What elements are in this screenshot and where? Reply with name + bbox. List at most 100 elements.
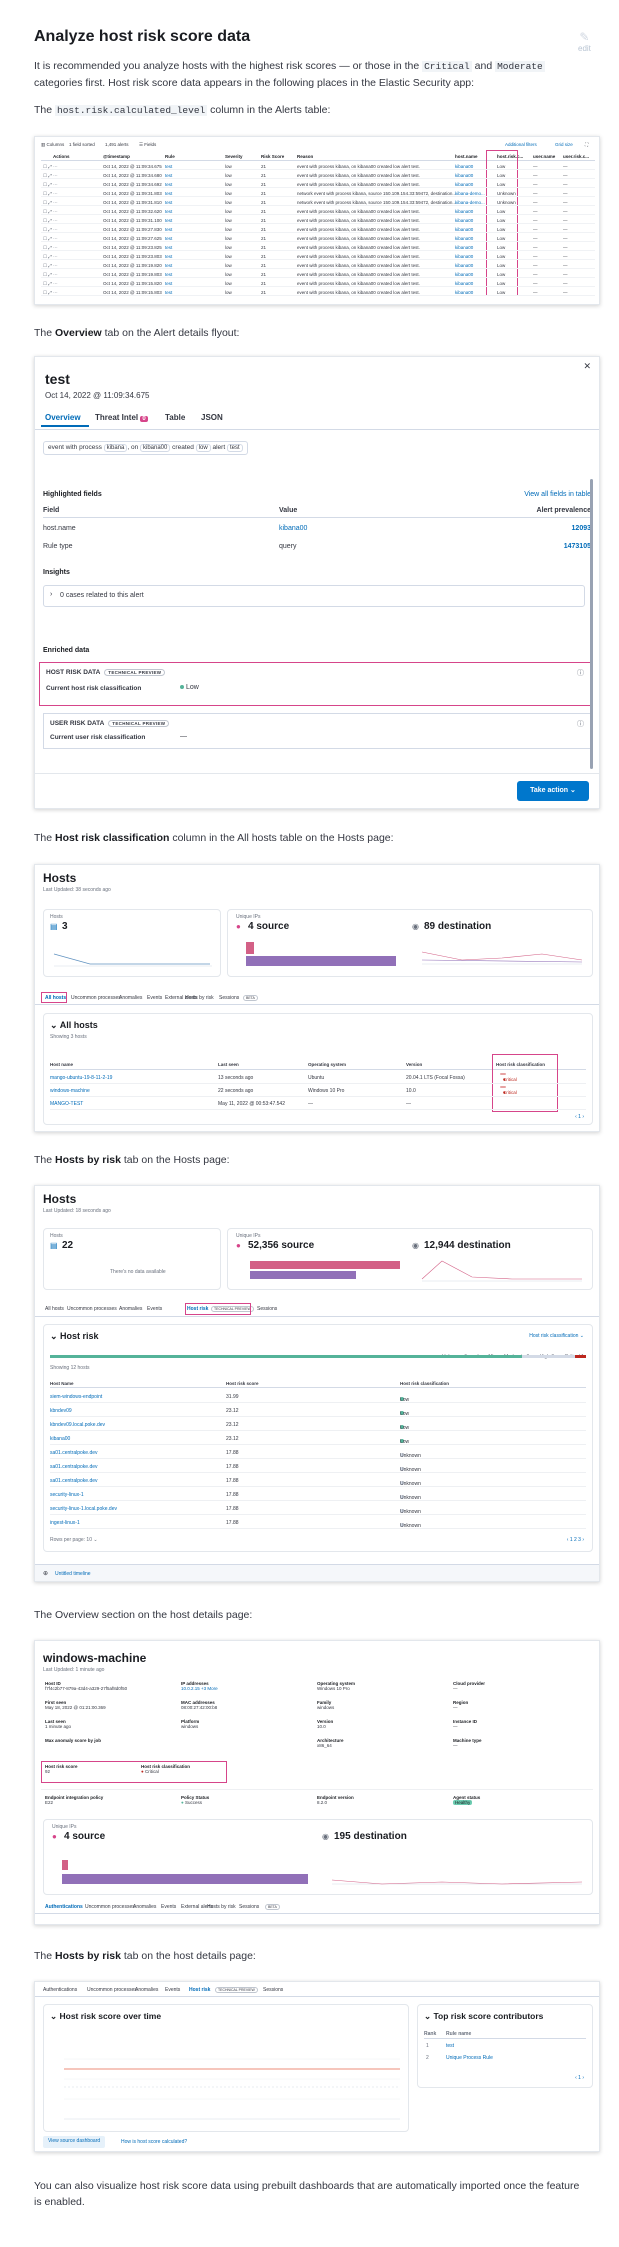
subtab-item[interactable]: Events (161, 1904, 177, 1910)
col-header[interactable]: @timestamp (103, 154, 130, 159)
col-header[interactable]: Rule (165, 154, 175, 159)
row-actions-icon[interactable]: ☐ ⤢ ⋯ (43, 281, 58, 286)
subtab-item[interactable]: Anomalies (119, 995, 143, 1001)
tab-json[interactable]: JSON (201, 413, 223, 422)
host-name-cell[interactable]: kibana00 (455, 227, 474, 232)
info-icon[interactable]: ⓘ (577, 721, 584, 728)
subtab-item[interactable]: External alerts (181, 1904, 213, 1910)
row-actions-icon[interactable]: ☐ ⤢ ⋯ (43, 272, 58, 277)
host-name-cell[interactable]: kibana-demo... (455, 200, 485, 205)
row-actions-icon[interactable]: ☐ ⤢ ⋯ (43, 173, 58, 178)
host-name-cell[interactable]: kibana00 (455, 272, 474, 277)
pagination[interactable]: ‹ 1 › (575, 1114, 584, 1120)
host-name-link[interactable]: MANGO-TEST (50, 1101, 84, 1107)
chevron-down-icon[interactable]: ⌄ (50, 2011, 60, 2021)
row-actions-icon[interactable]: ☐ ⤢ ⋯ (43, 245, 58, 250)
fullscreen-icon[interactable]: ⛶ (585, 142, 589, 147)
reason-rule-pill[interactable]: test (226, 444, 243, 452)
subtab-item[interactable]: Sessions (263, 1987, 284, 1993)
timeline-bar[interactable]: ⊕ Untitled timeline (35, 1564, 599, 1581)
subtab-item[interactable]: Uncommon processes (71, 995, 121, 1001)
subtab-item[interactable]: Events (147, 995, 163, 1001)
columns-button[interactable]: ▥ Columns (41, 142, 64, 148)
host-name-cell[interactable]: kibana00 (455, 164, 474, 169)
rule-name[interactable]: test (446, 2043, 455, 2049)
chevron-down-icon[interactable]: ⌄ (50, 1020, 60, 1030)
subtab-item[interactable]: Sessions (219, 995, 240, 1001)
rule-cell[interactable]: test (165, 281, 173, 286)
host-name-cell[interactable]: kibana-demo... (455, 191, 485, 196)
host-name-link[interactable]: sa01.centralpoke.dev (50, 1450, 98, 1456)
chevron-right-icon[interactable]: › (50, 591, 53, 598)
host-name-cell[interactable]: kibana00 (455, 254, 474, 259)
tab-threat-intel[interactable]: Threat Intel 0 (95, 413, 148, 422)
rule-cell[interactable]: test (165, 254, 173, 259)
host-name-cell[interactable]: kibana00 (455, 209, 474, 214)
rule-cell[interactable]: test (165, 164, 173, 169)
col-header[interactable]: Version (406, 1062, 423, 1067)
chevron-left-icon[interactable]: ‹ (566, 1537, 570, 1543)
subtab-item[interactable]: Events (147, 1306, 163, 1312)
rule-cell[interactable]: test (165, 191, 173, 196)
host-name-cell[interactable]: kibana00 (455, 218, 474, 223)
rule-cell[interactable]: test (165, 272, 173, 277)
host-name-link[interactable]: kbndev09.local.poke.dev (50, 1422, 106, 1428)
host-name-link[interactable]: kbndev09 (50, 1408, 72, 1414)
subtab-item[interactable]: Host risk (189, 1987, 211, 1993)
chevron-right-icon[interactable]: › (580, 1114, 584, 1120)
subtab-item[interactable]: Uncommon processes (87, 1987, 137, 1993)
classification-filter[interactable]: Host risk classification ⌄ (529, 1333, 584, 1339)
host-name-cell[interactable]: kibana00 (455, 236, 474, 241)
info-icon[interactable]: ⓘ (577, 670, 584, 677)
field-value[interactable]: 10.0.2.15 +3 More (181, 1686, 218, 1691)
col-header[interactable]: Operating system (308, 1062, 347, 1067)
pagination[interactable]: ‹ 1 › (575, 2075, 584, 2081)
rule-cell[interactable]: test (165, 200, 173, 205)
host-name-link[interactable]: sa01.centralpoke.dev (50, 1478, 98, 1484)
rule-cell[interactable]: test (165, 218, 173, 223)
subtab-item[interactable]: All hosts (45, 995, 67, 1001)
reason-process-pill[interactable]: kibana (103, 444, 128, 452)
rule-cell[interactable]: test (165, 245, 173, 250)
host-name-link[interactable]: kibana00 (50, 1436, 71, 1442)
host-name-cell[interactable]: kibana00 (455, 173, 474, 178)
rows-per-page[interactable]: Rows per page: 10 ⌄ (50, 1537, 98, 1543)
subtab-item[interactable]: All hosts (45, 1306, 64, 1312)
tab-overview[interactable]: Overview (45, 413, 81, 422)
tab-table[interactable]: Table (165, 413, 186, 422)
chevron-down-icon[interactable]: ⌄ (50, 1331, 61, 1341)
host-name-link[interactable]: sa01.centralpoke.dev (50, 1464, 98, 1470)
rule-cell[interactable]: test (165, 173, 173, 178)
row-actions-icon[interactable]: ☐ ⤢ ⋯ (43, 209, 58, 214)
sort-button[interactable]: 1 field sorted (69, 142, 95, 147)
row-actions-icon[interactable]: ☐ ⤢ ⋯ (43, 164, 58, 169)
how-calculated-link[interactable]: How is host score calculated? (121, 2139, 188, 2145)
host-name-link[interactable]: security-linux-1.local.poke.dev (50, 1506, 117, 1512)
col-header[interactable]: Host risk classification (400, 1381, 450, 1386)
col-header[interactable]: Host risk classification (496, 1062, 546, 1067)
host-name-cell[interactable]: kibana00 (455, 245, 474, 250)
fields-button[interactable]: ☰ Fields (139, 142, 156, 148)
subtab-item[interactable]: Authentications (45, 1904, 83, 1910)
chevron-left-icon[interactable]: ‹ (575, 1114, 579, 1120)
host-name-link[interactable]: security-linux-1 (50, 1492, 84, 1498)
chevron-right-icon[interactable]: › (580, 1537, 584, 1543)
page-number[interactable]: 1 (578, 1114, 581, 1120)
col-header[interactable]: user.name (533, 154, 556, 159)
pagination[interactable]: ‹ 1 2 3 › (567, 1537, 584, 1543)
host-name-link[interactable]: windows-machine (50, 1088, 90, 1094)
host-name-link[interactable]: ingest-linux-1 (50, 1520, 80, 1526)
subtab-item[interactable]: External alerts (165, 995, 197, 1001)
timeline-title[interactable]: Untitled timeline (55, 1571, 91, 1577)
host-name-cell[interactable]: kibana00 (455, 290, 474, 295)
subtab-item[interactable]: Sessions (257, 1306, 278, 1312)
row-actions-icon[interactable]: ☐ ⤢ ⋯ (43, 182, 58, 187)
subtab-item[interactable]: Anomalies (119, 1306, 143, 1312)
rule-cell[interactable]: test (165, 182, 173, 187)
subtab-item[interactable]: Anomalies (135, 1987, 159, 1993)
row-actions-icon[interactable]: ☐ ⤢ ⋯ (43, 218, 58, 223)
col-header[interactable]: Reason (297, 154, 314, 159)
subtab-item[interactable]: Uncommon processes (67, 1306, 117, 1312)
row-actions-icon[interactable]: ☐ ⤢ ⋯ (43, 191, 58, 196)
subtab-item[interactable]: Host risk (187, 1306, 209, 1312)
